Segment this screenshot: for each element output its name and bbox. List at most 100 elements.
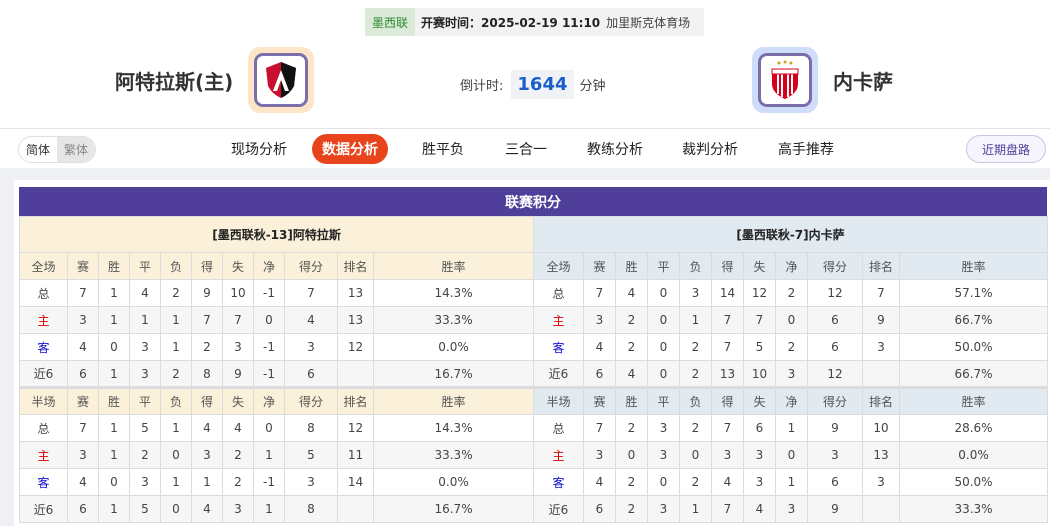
stat-cell: -1	[253, 279, 285, 307]
column-header: 赛	[583, 386, 616, 415]
stat-cell: 3	[711, 441, 744, 469]
away-team-name[interactable]: 内卡萨	[833, 70, 893, 94]
tab-referee-analysis[interactable]: 裁判分析	[682, 142, 738, 158]
away-team-logo[interactable]	[752, 47, 818, 113]
table-row: 近6 6 2 3 1 7 4 3 9 33.3%	[533, 495, 1048, 523]
row-label: 近6	[19, 495, 68, 523]
row-label: 总	[19, 414, 68, 442]
stat-cell: 4	[284, 306, 338, 334]
stat-cell: 2	[615, 495, 648, 523]
stat-cell: 2	[679, 360, 712, 388]
column-header: 负	[679, 252, 712, 280]
stat-cell: 3	[67, 441, 99, 469]
stat-cell: 3	[862, 468, 900, 496]
stat-cell: 2	[129, 441, 161, 469]
stat-cell: 3	[862, 333, 900, 361]
tab-win-draw-lose[interactable]: 胜平负	[422, 142, 464, 158]
stat-cell: 8	[284, 495, 338, 523]
stat-cell: 12	[743, 279, 776, 307]
stat-cell: -1	[253, 333, 285, 361]
stat-cell: 6	[743, 414, 776, 442]
stat-cell: 2	[615, 468, 648, 496]
tab-data-analysis[interactable]: 数据分析	[312, 134, 388, 164]
column-header: 失	[743, 386, 776, 415]
stat-cell: 11	[337, 441, 374, 469]
necaxa-crest-icon	[771, 60, 799, 99]
stat-cell: 4	[615, 279, 648, 307]
stat-cell: 7	[222, 306, 254, 334]
stat-cell: 9	[807, 414, 863, 442]
stat-cell: 0	[647, 360, 680, 388]
stat-cell: 1	[98, 495, 130, 523]
home-team-name[interactable]: 阿特拉斯(主)	[115, 70, 234, 94]
table-row: 总 7 2 3 2 7 6 1 9 10 28.6%	[533, 414, 1048, 442]
column-header: 平	[129, 386, 161, 415]
table-row: 近6 6 1 3 2 8 9 -1 6 16.7%	[19, 360, 535, 388]
stat-cell: 3	[743, 441, 776, 469]
venue: 加里斯克体育场	[606, 15, 691, 30]
row-label: 总	[533, 279, 584, 307]
stat-cell: 7	[583, 414, 616, 442]
column-header: 平	[647, 386, 680, 415]
stat-cell: 0	[679, 441, 712, 469]
lang-traditional[interactable]: 繁体	[57, 137, 96, 162]
row-label: 主	[533, 306, 584, 334]
stat-cell: 10	[743, 360, 776, 388]
column-header: 胜	[615, 252, 648, 280]
row-label: 主	[19, 441, 68, 469]
stat-cell: 2	[775, 333, 808, 361]
column-header: 排名	[862, 386, 900, 415]
stat-cell: 2	[615, 306, 648, 334]
stat-cell: 2	[679, 414, 712, 442]
stat-cell: 2	[775, 279, 808, 307]
stat-cell: 57.1%	[899, 279, 1048, 307]
column-header: 排名	[337, 386, 374, 415]
tab-live-analysis[interactable]: 现场分析	[231, 142, 287, 158]
stat-cell: 6	[583, 495, 616, 523]
column-header-row: 全场赛胜平负得失净得分 排名 胜率	[19, 252, 535, 280]
stat-cell: 7	[67, 279, 99, 307]
stat-cell	[862, 360, 900, 388]
language-switch[interactable]: 简体 繁体	[18, 136, 97, 163]
stat-cell: 1	[191, 468, 223, 496]
stat-cell: 1	[129, 306, 161, 334]
column-header: 排名	[337, 252, 374, 280]
row-label: 主	[533, 441, 584, 469]
lang-simplified[interactable]: 简体	[26, 143, 51, 157]
atlas-crest-icon	[266, 62, 296, 98]
stat-cell: 13	[711, 360, 744, 388]
stat-cell: 4	[583, 468, 616, 496]
stat-cell: 33.3%	[899, 495, 1048, 523]
column-header: 净	[775, 386, 808, 415]
stat-cell: 1	[98, 279, 130, 307]
stat-cell: 7	[191, 306, 223, 334]
tab-coach-analysis[interactable]: 教练分析	[587, 142, 643, 158]
league-badge[interactable]: 墨西联	[365, 8, 416, 36]
recent-odds-button[interactable]: 近期盘路	[966, 135, 1046, 163]
stat-cell: 1	[679, 495, 712, 523]
home-team-logo[interactable]	[248, 47, 314, 113]
column-header: 得分	[284, 252, 338, 280]
stat-cell: 4	[583, 333, 616, 361]
away-standings-table: [墨西联秋-7]内卡萨 全场赛胜平负得失净得分 排名 胜率总 7 4 0 3 14 12 2 12 7 5…	[533, 216, 1048, 523]
column-header: 负	[160, 252, 192, 280]
column-header: 半场	[533, 386, 584, 415]
column-header: 半场	[19, 386, 68, 415]
stat-cell: 1	[253, 495, 285, 523]
stat-cell: 0	[160, 441, 192, 469]
countdown: 倒计时: 1644 分钟	[460, 70, 606, 99]
stat-cell: 5	[743, 333, 776, 361]
tab-expert-picks[interactable]: 高手推荐	[778, 142, 834, 158]
stat-cell	[337, 495, 374, 523]
table-row: 近6 6 4 0 2 13 10 3 12 66.7%	[533, 360, 1048, 388]
stat-cell: 4	[222, 414, 254, 442]
stat-cell: 50.0%	[899, 333, 1048, 361]
standings-title: 联赛积分	[19, 187, 1047, 216]
tab-three-in-one[interactable]: 三合一	[505, 142, 547, 158]
stat-cell: 9	[862, 306, 900, 334]
stat-cell: 3	[807, 441, 863, 469]
column-header: 全场	[533, 252, 584, 280]
table-row: 客 4 2 0 2 7 5 2 6 3 50.0%	[533, 333, 1048, 361]
column-header: 负	[679, 386, 712, 415]
stat-cell: 14.3%	[372, 279, 535, 307]
